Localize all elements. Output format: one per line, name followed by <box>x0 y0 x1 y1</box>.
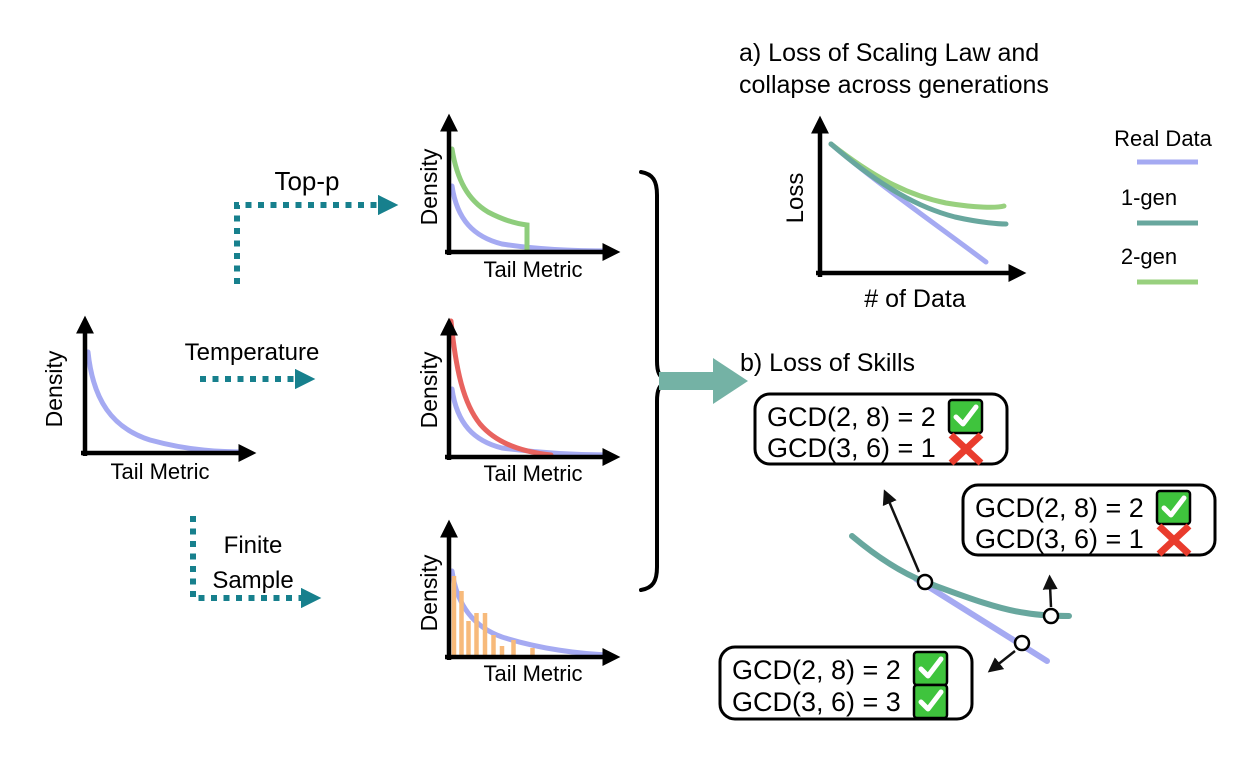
finite-sample-label-line2: Sample <box>212 567 293 594</box>
x-axis-label: # of Data <box>864 285 966 313</box>
sample-point-teal-mid <box>916 573 934 591</box>
y-axis-label: Density <box>41 350 67 427</box>
gcd-box-frame <box>961 483 1217 557</box>
annotation-arrow-to-box3 <box>987 650 1016 673</box>
sample-point-teal-end <box>1042 607 1060 625</box>
section-a: a) Loss of Scaling Law and collapse acro… <box>739 39 1213 313</box>
legend-label-real-data: Real Data <box>1114 126 1213 151</box>
gcd-box-frame <box>718 645 974 721</box>
x-axis-label: Tail Metric <box>483 257 582 282</box>
y-axis-label: Density <box>416 554 442 631</box>
gcd-line-2: GCD(3, 6) = 1 <box>975 524 1144 554</box>
x-axis-label: Tail Metric <box>483 461 582 486</box>
check-icon <box>1155 489 1192 526</box>
gcd-box-3: GCD(2, 8) = 2 GCD(3, 6) = 3 <box>718 645 974 721</box>
check-icon <box>912 683 949 720</box>
legend: Real Data 1-gen 2-gen <box>1114 126 1213 285</box>
real-density-curve <box>85 349 251 455</box>
temperature-label: Temperature <box>185 339 320 366</box>
y-axis-label: Density <box>416 351 442 428</box>
top-p-dashed-arrow <box>234 194 399 284</box>
annotation-arrow-to-box1 <box>882 489 921 573</box>
finite-sample-transform: Finite Sample <box>190 516 322 609</box>
gcd-line-2: GCD(3, 6) = 1 <box>767 433 936 463</box>
gcd-line-1: GCD(2, 8) = 2 <box>732 655 901 685</box>
section-a-title-line2: collapse across generations <box>739 71 1049 99</box>
gcd-box-2: GCD(2, 8) = 2 GCD(3, 6) = 1 <box>961 483 1217 557</box>
real-density-curve <box>449 183 613 254</box>
top-p-plot: Density Tail Metric <box>416 113 621 282</box>
y-axis-label: Loss <box>782 173 809 224</box>
histogram-bars <box>451 576 535 655</box>
x-axis-label: Tail Metric <box>110 459 209 484</box>
y-axis-label: Density <box>416 148 442 225</box>
finite-sample-dashed-arrow <box>190 516 322 609</box>
x-axis-label: Tail Metric <box>483 661 582 686</box>
cross-icon <box>1156 523 1192 557</box>
gen1-loss-curve <box>828 141 1009 227</box>
gcd-line-2: GCD(3, 6) = 3 <box>732 687 901 717</box>
legend-label-1-gen: 1-gen <box>1121 185 1177 210</box>
gcd-line-1: GCD(2, 8) = 2 <box>767 402 936 432</box>
check-icon <box>947 398 984 435</box>
gcd-box-1: GCD(2, 8) = 2 GCD(3, 6) = 1 <box>753 392 1009 466</box>
real-density-curve <box>449 386 613 458</box>
annotation-arrow-to-box2 <box>1042 574 1058 608</box>
finite-sample-plot: Density Tail Metric <box>416 519 621 686</box>
big-arrow <box>659 358 748 404</box>
top-p-density-curve <box>449 146 530 253</box>
source-distribution-plot: Density Tail Metric <box>41 315 257 484</box>
gcd-box-frame <box>753 392 1009 466</box>
legend-label-2-gen: 2-gen <box>1121 244 1177 269</box>
section-a-title-line1: a) Loss of Scaling Law and <box>739 39 1039 67</box>
check-icon <box>912 650 949 687</box>
top-p-label: Top-p <box>274 166 339 196</box>
temperature-plot: Density Tail Metric <box>416 317 621 486</box>
section-b: b) Loss of Skills GCD(2, 8) = 2 GCD(3, 6… <box>718 349 1217 721</box>
temperature-density-curve <box>448 318 554 458</box>
cross-icon <box>948 432 984 466</box>
sample-point-purple <box>1013 634 1031 652</box>
top-p-transform: Top-p <box>234 166 399 284</box>
section-b-title: b) Loss of Skills <box>740 349 915 377</box>
temperature-transform: Temperature <box>185 339 320 390</box>
finite-sample-label-line1: Finite <box>224 532 283 559</box>
gen2-loss-curve <box>828 141 1007 210</box>
gcd-line-1: GCD(2, 8) = 2 <box>975 493 1144 523</box>
